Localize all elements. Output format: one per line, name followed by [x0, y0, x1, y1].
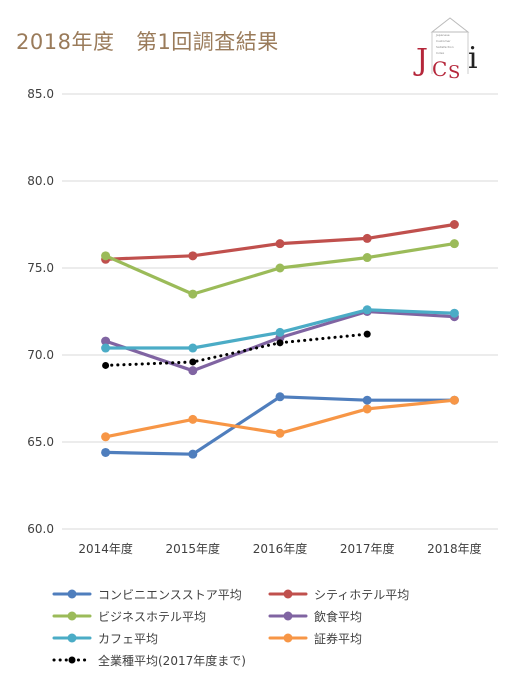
- legend-item-cafe: カフェ平均: [52, 628, 158, 648]
- data-point: [275, 327, 285, 337]
- data-point: [362, 305, 372, 315]
- legend-item-city-hotel: シティホテル平均: [268, 584, 409, 604]
- data-point: [101, 432, 111, 442]
- data-point: [101, 447, 111, 457]
- y-tick-label: 70.0: [27, 348, 54, 362]
- legend-item-convenience-store: コンビニエンスストア平均: [52, 584, 242, 604]
- svg-text:Index: Index: [436, 51, 444, 55]
- data-point: [101, 251, 111, 261]
- legend-label: 飲食平均: [314, 609, 363, 624]
- series-2: [101, 239, 459, 299]
- data-point: [362, 404, 372, 414]
- legend-item-securities: 証券平均: [268, 628, 362, 648]
- y-tick-label: 75.0: [27, 261, 54, 275]
- header: 2018年度 第1回調査結果 Japanese Customer Satisfa…: [0, 0, 518, 90]
- legend-label: シティホテル平均: [314, 587, 410, 602]
- legend-item-all-industries: 全業種平均(2017年度まで): [52, 650, 246, 670]
- svg-text:Customer: Customer: [436, 39, 451, 43]
- legend-swatch-cafe: [52, 633, 92, 643]
- legend-swatch-city-hotel: [268, 589, 308, 599]
- legend-swatch-securities: [268, 633, 308, 643]
- data-point: [362, 253, 372, 263]
- series-line: [104, 332, 369, 367]
- series-5: [101, 395, 459, 442]
- data-point: [275, 392, 285, 402]
- data-point: [449, 239, 459, 249]
- legend-item-business-hotel: ビジネスホテル平均: [52, 606, 206, 626]
- legend-item-restaurant: 飲食平均: [268, 606, 362, 626]
- jcsi-logo: Japanese Customer Satisfaction Index J C…: [413, 17, 478, 83]
- x-axis-tick-labels: 2014年度 2015年度 2016年度 2017年度 2018年度: [78, 541, 481, 556]
- data-point: [275, 428, 285, 438]
- svg-text:C: C: [432, 57, 447, 81]
- svg-text:Japanese: Japanese: [435, 33, 450, 37]
- y-tick-label: 60.0: [27, 522, 54, 536]
- data-point: [449, 308, 459, 318]
- legend-swatch-all-industries: [52, 656, 92, 664]
- legend-swatch-business-hotel: [52, 611, 92, 621]
- data-point: [101, 343, 111, 353]
- legend-swatch-marker: [67, 633, 77, 643]
- legend-label: 証券平均: [314, 631, 363, 646]
- legend-row: コンビニエンスストア平均 シティホテル平均: [52, 584, 492, 606]
- series-lines: [101, 220, 459, 459]
- y-tick-label: 80.0: [27, 174, 54, 188]
- legend-swatch-marker: [283, 589, 293, 599]
- legend-swatch-marker: [283, 633, 293, 643]
- y-tick-label: 85.0: [27, 87, 54, 101]
- data-point: [275, 239, 285, 249]
- series-1: [101, 220, 459, 264]
- data-point: [449, 220, 459, 229]
- data-point: [188, 449, 198, 459]
- data-point: [362, 233, 372, 243]
- legend-swatch-marker: [283, 611, 293, 621]
- legend-row: 全業種平均(2017年度まで): [52, 650, 492, 672]
- data-point: [189, 358, 197, 366]
- svg-text:Satisfaction: Satisfaction: [436, 45, 454, 49]
- legend-row: ビジネスホテル平均 飲食平均: [52, 606, 492, 628]
- data-point: [188, 251, 198, 261]
- data-point: [275, 263, 285, 273]
- data-point: [101, 336, 111, 346]
- x-tick-label: 2018年度: [427, 541, 482, 556]
- svg-text:J: J: [413, 43, 428, 78]
- legend-swatch-marker: [68, 656, 76, 664]
- data-point: [102, 361, 110, 369]
- data-point: [188, 343, 198, 353]
- data-point: [276, 339, 284, 347]
- data-point: [188, 366, 198, 376]
- legend-row: カフェ平均 証券平均: [52, 628, 492, 650]
- legend-label: カフェ平均: [98, 631, 159, 646]
- page-title: 2018年度 第1回調査結果: [16, 30, 279, 54]
- legend-swatch-convenience-store: [52, 589, 92, 599]
- legend-swatch-marker: [67, 589, 77, 599]
- series-6: [102, 330, 371, 369]
- line-chart: 60.065.070.075.080.085.0 2014年度 2015年度 201…: [27, 87, 498, 556]
- data-point: [362, 395, 372, 405]
- legend-label: 全業種平均(2017年度まで): [98, 653, 246, 668]
- legend-swatch-restaurant: [268, 611, 308, 621]
- x-tick-label: 2014年度: [78, 541, 133, 556]
- data-point: [363, 330, 371, 338]
- x-tick-label: 2017年度: [340, 541, 395, 556]
- y-tick-label: 65.0: [27, 435, 54, 449]
- legend-swatch-marker: [67, 611, 77, 621]
- data-point: [188, 289, 198, 299]
- x-tick-label: 2016年度: [253, 541, 308, 556]
- series-4: [101, 305, 459, 353]
- svg-text:i: i: [468, 41, 478, 76]
- svg-text:S: S: [448, 62, 460, 83]
- x-tick-label: 2015年度: [166, 541, 221, 556]
- legend-label: コンビニエンスストア平均: [98, 587, 242, 602]
- y-axis-tick-labels: 60.0 65.0 70.0 75.0 80.0 85.0: [27, 87, 54, 536]
- data-point: [188, 414, 198, 424]
- data-point: [449, 395, 459, 405]
- legend-label: ビジネスホテル平均: [98, 609, 207, 624]
- legend: コンビニエンスストア平均 シティホテル平均 ビジネスホテル平均 飲食平均 カフェ…: [52, 584, 492, 672]
